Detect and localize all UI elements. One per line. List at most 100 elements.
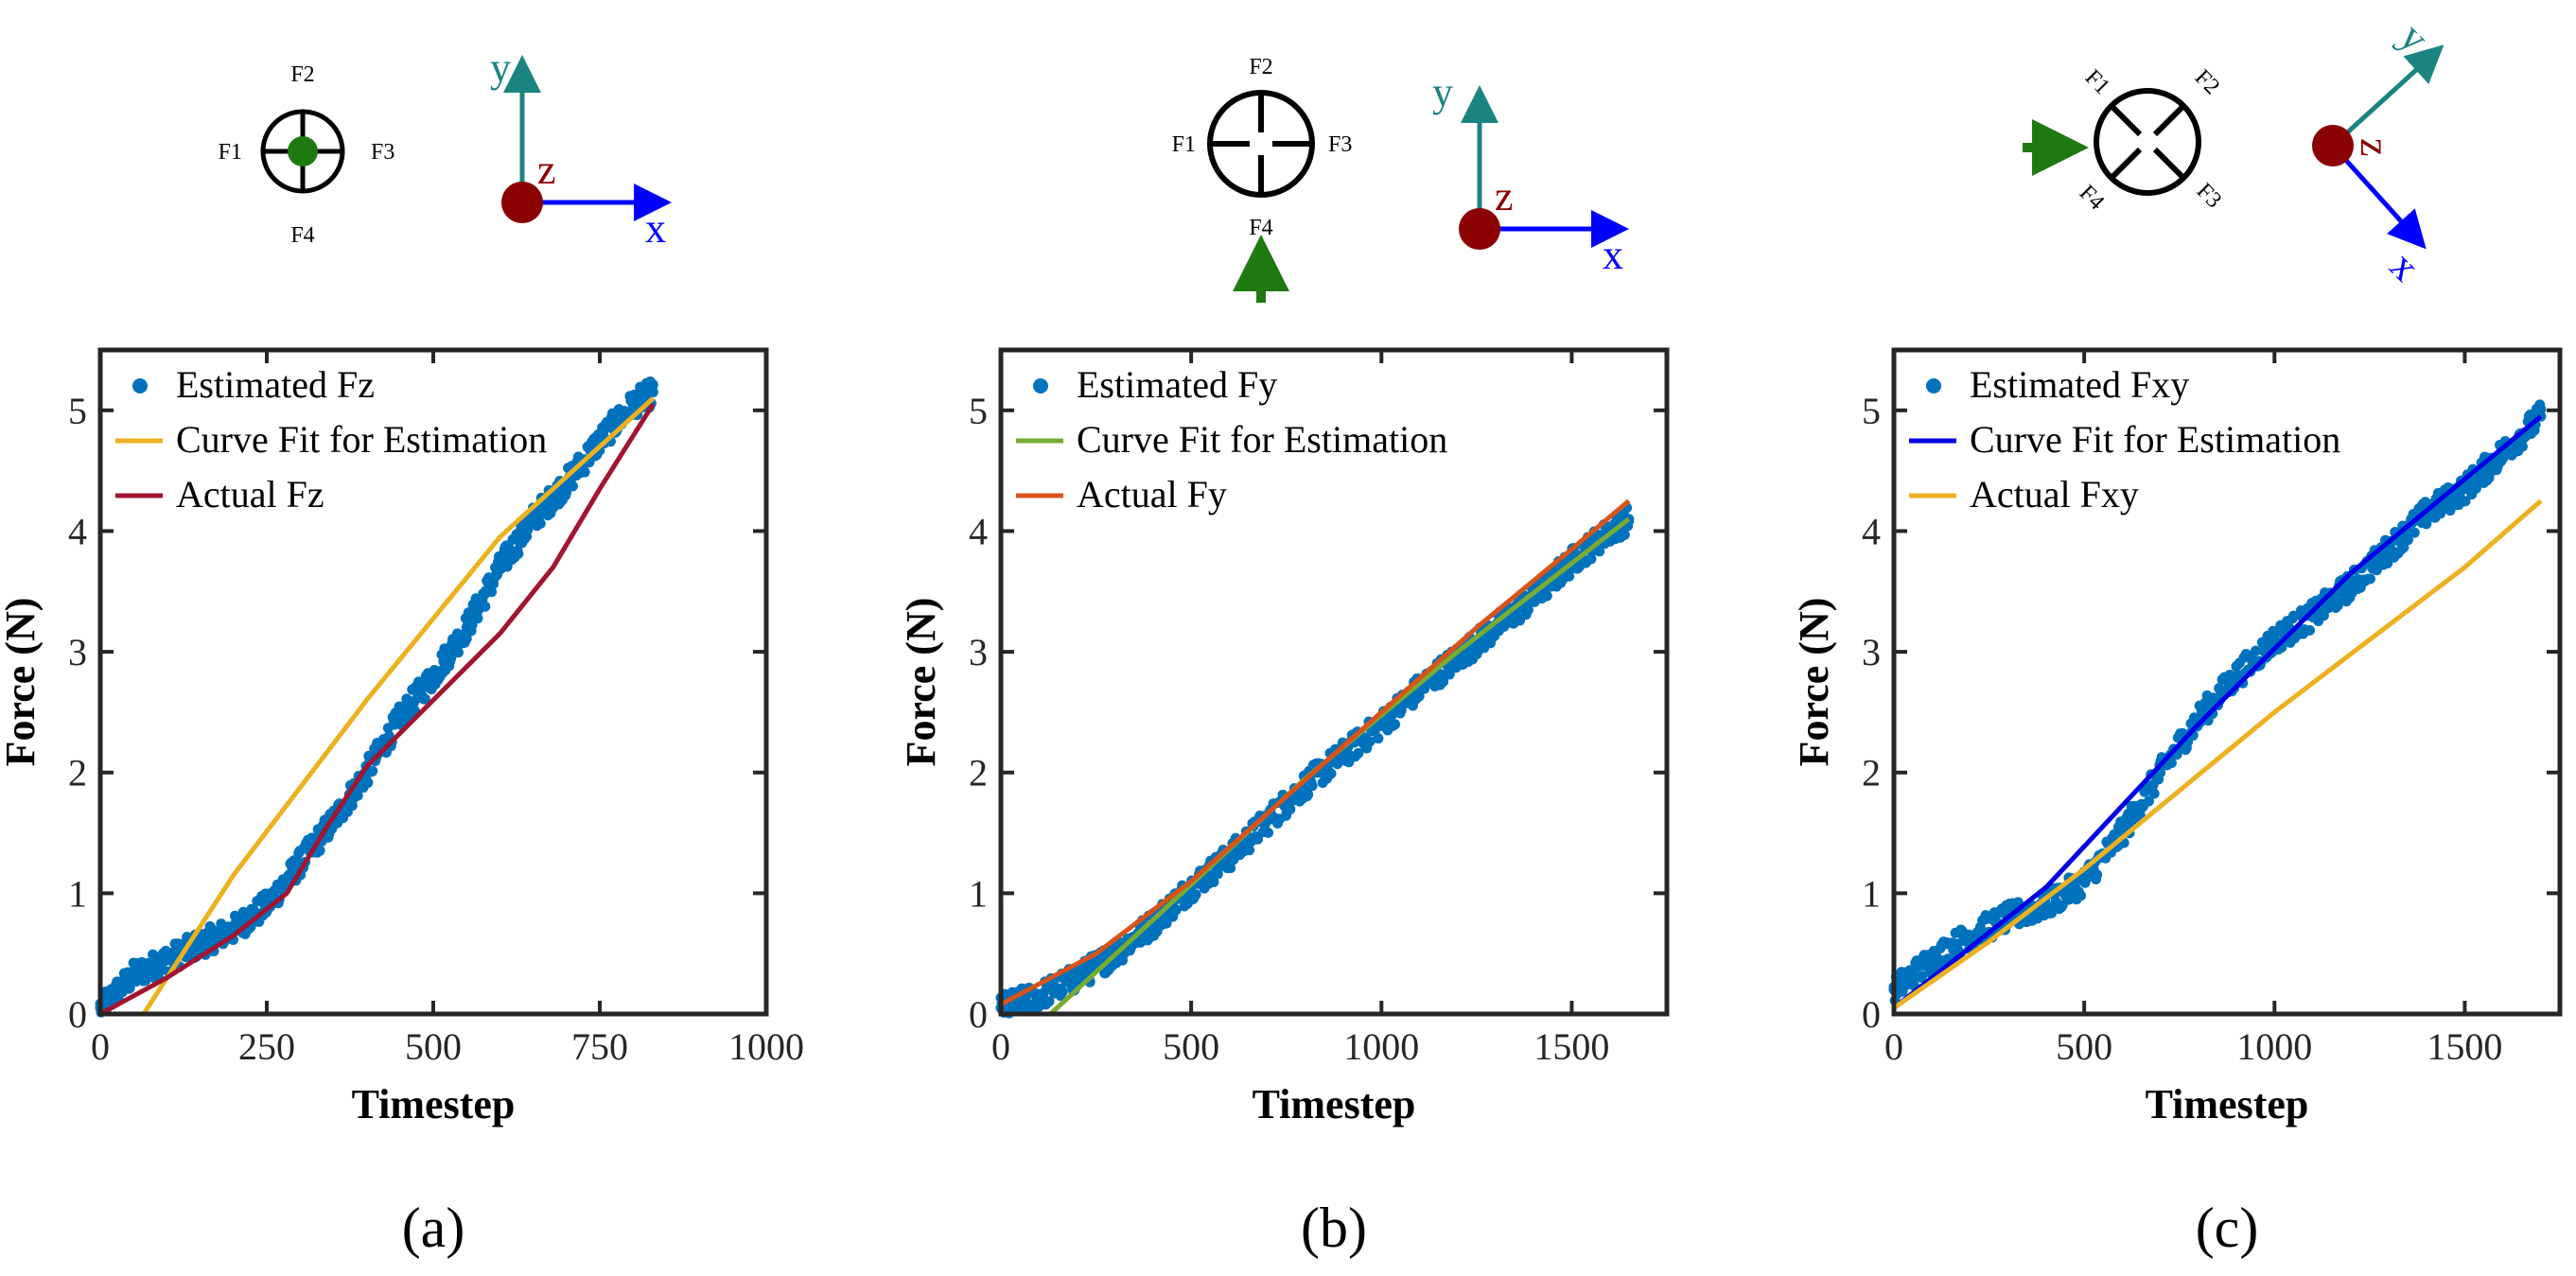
sensor-label-f2: F2	[1249, 55, 1272, 79]
legend-entry: Curve Fit for Estimation	[1077, 418, 1447, 461]
scatter-point	[1225, 863, 1236, 874]
scatter-point	[1364, 736, 1376, 747]
scatter-point	[1594, 546, 1605, 557]
scatter-point	[486, 586, 498, 598]
legend: Estimated Fxy Curve Fit for Estimation Act…	[1909, 363, 2340, 516]
scatter-point	[1285, 803, 1296, 814]
scatter-point	[1306, 780, 1318, 792]
legend: Estimated Fz Curve Fit for Estimation Actu…	[115, 363, 547, 516]
x-tick-label: 0	[991, 1025, 1010, 1068]
sensor-label-f3: F3	[371, 140, 394, 165]
scatter-point	[2460, 496, 2471, 507]
y-tick-label: 4	[1862, 510, 1881, 552]
scatter-point	[2148, 788, 2160, 799]
y-tick-label: 1	[969, 872, 988, 915]
scatter-point	[2165, 757, 2177, 768]
legend-entry: Actual Fy	[1077, 473, 1227, 516]
legend-entry: Estimated Fy	[1077, 363, 1277, 406]
scatter-point	[2497, 452, 2509, 463]
x-tick-label: 0	[91, 1025, 110, 1068]
panel-label: (a)	[402, 1197, 465, 1259]
scatter-point	[1263, 827, 1274, 838]
legend: Estimated Fy Curve Fit for Estimation Actu…	[1016, 363, 1447, 516]
scatter-point	[1390, 719, 1401, 730]
axis-label-z: z	[1495, 173, 1514, 219]
scatter-point	[2287, 610, 2299, 621]
sensor-label-f2: F2	[290, 62, 314, 87]
y-tick-label: 3	[1862, 631, 1881, 673]
z-axis-dot-icon	[501, 182, 543, 223]
scatter-point	[1564, 570, 1575, 582]
scatter-point	[567, 481, 578, 492]
series-line	[141, 396, 655, 1016]
scatter-point	[513, 548, 524, 559]
x-tick-label: 1000	[1343, 1025, 1419, 1068]
axis-label-x: x	[1603, 232, 1623, 278]
legend-marker	[1926, 378, 1941, 393]
y-tick-label: 5	[969, 390, 988, 432]
scatter-point	[314, 845, 325, 856]
scatter-point	[2516, 441, 2528, 452]
scatter-point	[1043, 996, 1055, 1007]
scatter-point	[362, 777, 374, 788]
axis-label-y: y	[1432, 69, 1453, 115]
series-line	[1892, 414, 2543, 1010]
y-tick-label: 2	[1862, 752, 1881, 795]
series-line	[1892, 498, 2543, 1010]
z-axis-dot-icon	[2312, 125, 2354, 166]
coordinate-frame-b: y z x	[1432, 69, 1629, 278]
legend-entry: Curve Fit for Estimation	[176, 418, 547, 461]
scatter-point	[1444, 669, 1455, 680]
sensor-label-f4: F4	[2075, 181, 2109, 215]
scatter-point	[1170, 904, 1182, 916]
legend-entry: Actual Fz	[176, 473, 324, 516]
scatter-point	[647, 379, 658, 391]
scatter-point	[1057, 986, 1068, 997]
scatter-point	[2364, 573, 2375, 585]
y-tick-label: 2	[68, 752, 87, 795]
schematic-c: F1 F2 F3 F4 y z x	[2023, 13, 2445, 290]
x-tick-label: 1500	[2427, 1025, 2502, 1068]
x-tick-label: 500	[2056, 1025, 2112, 1068]
y-tick-label: 0	[1862, 993, 1881, 1036]
scatter-point	[1190, 889, 1201, 900]
sensor-label-f1: F1	[219, 140, 242, 165]
scatter-point	[472, 613, 483, 624]
x-tick-label: 1500	[1533, 1025, 1609, 1068]
coordinate-frame-c: y z x	[2312, 13, 2445, 290]
x-tick-label: 500	[405, 1025, 462, 1068]
y-tick-label: 0	[68, 993, 87, 1036]
sensor-diagram-c: F1 F2 F3 F4	[2023, 65, 2226, 215]
scatter-point	[1325, 768, 1337, 779]
scatter-point	[2304, 624, 2316, 636]
scatter-point	[2143, 795, 2154, 807]
x-axis-arrow-icon	[2331, 144, 2427, 250]
plot-frame	[998, 347, 1670, 1017]
x-tick-label: 500	[1163, 1025, 1219, 1068]
z-axis-dot-icon	[1459, 208, 1500, 250]
schematic-a: F1 F2 F3 F4 y z x	[219, 44, 672, 252]
x-tick-label: 250	[238, 1025, 295, 1068]
scatter-point	[2535, 404, 2547, 415]
chart-panel-c: 0 500 1000 1500 0 1 2 3 4 5 Estimated Fxy Curve Fi…	[1791, 347, 2563, 1259]
axis-label-x: x	[645, 205, 666, 252]
y-tick-label: 5	[68, 390, 87, 432]
y-tick-label: 4	[969, 510, 988, 552]
chart-panel-a: 0 250 500 750 1000 0 1 2 3 4 5 Estimated Fz Curve F…	[0, 347, 804, 1259]
legend-entry: Curve Fit for Estimation	[1970, 418, 2340, 461]
sensor-label-f1: F1	[2080, 65, 2114, 99]
scatter-point	[352, 790, 363, 801]
scatter-point	[1244, 845, 1255, 856]
legend-entry: Estimated Fxy	[1970, 363, 2189, 406]
y-axis-label: Force (N)	[1791, 598, 1837, 767]
sensor-diagram-a: F1 F2 F3 F4	[219, 62, 395, 248]
x-tick-label: 0	[1884, 1025, 1903, 1068]
x-axis-label: Timestep	[352, 1081, 516, 1127]
sensor-label-f3: F3	[1328, 132, 1352, 157]
sensor-label-f3: F3	[2192, 179, 2226, 213]
x-tick-label: 1000	[728, 1025, 804, 1068]
legend-marker	[132, 378, 148, 393]
y-tick-label: 1	[1862, 872, 1881, 915]
scatter-point	[1438, 676, 1449, 688]
